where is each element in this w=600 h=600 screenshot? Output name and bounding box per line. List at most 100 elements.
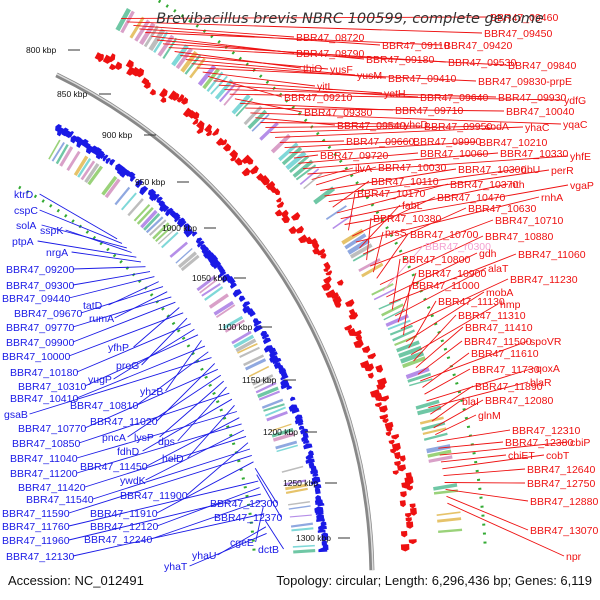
gene-label-forward[interactable]: prsS	[385, 227, 407, 239]
gene-label-forward[interactable]: BBR47_12380	[505, 437, 573, 449]
gene-label-forward[interactable]: BBR47_11230	[510, 274, 578, 286]
gene-label-reverse[interactable]: yhaT	[164, 561, 188, 573]
gene-label-forward[interactable]: BBR47_10110	[371, 176, 439, 188]
gene-label-forward[interactable]: BBR47_12080	[485, 395, 553, 407]
gene-label-forward[interactable]: cobT	[546, 450, 570, 462]
gene-label-reverse[interactable]: helD	[162, 453, 184, 465]
gene-label-forward[interactable]: BBR47_09950	[424, 121, 492, 133]
gene-label-reverse[interactable]: solA	[16, 220, 36, 232]
gene-label-forward[interactable]: mobA	[486, 287, 513, 299]
gene-label-reverse[interactable]: yugP	[88, 374, 112, 386]
gene-label-forward[interactable]: BBR47_10380	[373, 213, 441, 225]
gene-label-reverse[interactable]: BBR47_11900	[120, 490, 188, 502]
gene-label-reverse[interactable]: BBR47_09200	[6, 264, 74, 276]
gene-label-reverse[interactable]: BBR47_09900	[6, 337, 74, 349]
gene-label-reverse[interactable]: BBR47_10310	[18, 381, 86, 393]
gene-label-forward[interactable]: BBR47_10900	[418, 268, 486, 280]
gene-label-reverse[interactable]: yfhP	[108, 342, 129, 354]
gene-label-forward[interactable]: BBR47_09540	[337, 120, 405, 132]
gene-label-forward[interactable]: rnhA	[541, 192, 563, 204]
gene-label-forward[interactable]: BBR47_10170	[357, 188, 425, 200]
gene-label-forward[interactable]: BBR47_11890	[475, 381, 543, 393]
gene-label-forward[interactable]: sodA	[485, 121, 509, 133]
gene-label-forward[interactable]: yhfE	[570, 151, 591, 163]
gene-label-reverse[interactable]: lysP	[134, 432, 154, 444]
gene-label-forward[interactable]: ilvA	[355, 163, 372, 175]
gene-label-forward[interactable]: hmp	[500, 299, 521, 311]
gene-label-reverse[interactable]: ptpA	[12, 236, 34, 248]
gene-label-forward[interactable]: glnM	[478, 410, 501, 422]
gene-label-forward[interactable]: BBR47_09420	[444, 40, 512, 52]
gene-label-forward[interactable]: perR	[551, 165, 574, 177]
gene-label-forward[interactable]: yusF	[330, 64, 353, 76]
gene-label-reverse[interactable]: BBR47_10850	[12, 438, 80, 450]
gene-label-reverse[interactable]: BBR47_11590	[2, 508, 70, 520]
gene-label-forward[interactable]: fabL	[402, 200, 423, 212]
gene-label-forward[interactable]: BBR47_10300	[458, 164, 526, 176]
gene-label-forward[interactable]: BBR47_08720	[296, 32, 364, 44]
gene-label-forward[interactable]: yusM	[357, 70, 382, 82]
gene-label-reverse[interactable]: BBR47_10000	[2, 351, 70, 363]
gene-label-reverse[interactable]: BBR47_09770	[6, 322, 74, 334]
gene-label-reverse[interactable]: BBR47_09300	[6, 280, 74, 292]
gene-label-forward[interactable]: BBR47_09110	[382, 40, 450, 52]
gene-label-forward[interactable]: BBR47_09660	[346, 136, 414, 148]
gene-label-forward[interactable]: BBR47_10370	[450, 179, 518, 191]
gene-label-reverse[interactable]: BBR47_09670	[14, 308, 82, 320]
gene-label-reverse[interactable]: BBR47_11020	[90, 416, 158, 428]
gene-label-forward[interactable]: BBR47_10880	[485, 231, 553, 243]
gene-label-forward[interactable]: BBR47_11130	[438, 296, 505, 308]
gene-label-forward[interactable]: BBR47_09640	[420, 92, 488, 104]
gene-label-forward[interactable]: BBR47_09830-prpE	[478, 76, 572, 88]
gene-label-forward[interactable]: BBR47_10040	[506, 106, 574, 118]
gene-label-forward[interactable]: BBR47_09380	[304, 107, 372, 119]
gene-label-reverse[interactable]: BBR47_11040	[10, 453, 78, 465]
gene-label-forward[interactable]: BBR47_10710	[495, 215, 563, 227]
gene-label-forward[interactable]: BBR47_10030	[378, 162, 446, 174]
gene-label-forward[interactable]: nth	[510, 179, 525, 191]
gene-label-reverse[interactable]: tatD	[83, 300, 103, 312]
gene-label-forward[interactable]: BBR47_09410	[388, 73, 456, 85]
gene-label-forward[interactable]: BBR47_11310	[458, 310, 526, 322]
gene-label-forward[interactable]: cbiP	[570, 437, 590, 449]
gene-label-reverse[interactable]: yhzB	[140, 386, 163, 398]
gene-label-forward[interactable]: BBR47_11610	[471, 348, 539, 360]
gene-label-reverse[interactable]: proG	[116, 360, 139, 372]
gene-label-forward[interactable]: BBR47_09180	[366, 54, 434, 66]
gene-label-reverse[interactable]: BBR47_12240	[84, 534, 152, 546]
gene-label-forward[interactable]: BBR47_11500	[464, 336, 532, 348]
gene-label-reverse[interactable]: BBR47_11540	[26, 494, 94, 506]
gene-label-reverse[interactable]: ktrD	[14, 189, 34, 201]
gene-label-forward[interactable]: BBR47_12880	[530, 496, 598, 508]
gene-label-forward[interactable]: BBR47_09460	[490, 12, 558, 24]
gene-label-forward[interactable]: BBR47_r0300	[425, 241, 491, 253]
gene-label-forward[interactable]: ribU	[521, 164, 540, 176]
gene-label-forward[interactable]: BBR47_10630	[468, 203, 536, 215]
gene-label-forward[interactable]: BBR47_10470	[437, 192, 505, 204]
gene-label-reverse[interactable]: fdhD	[117, 446, 140, 458]
gene-label-forward[interactable]: BBR47_09210	[284, 92, 352, 104]
gene-label-forward[interactable]: BBR47_09710	[395, 105, 463, 117]
gene-label-reverse[interactable]: nrgA	[46, 247, 68, 259]
gene-label-reverse[interactable]: BBR47_11200	[10, 468, 78, 480]
gene-label-reverse[interactable]: yhaU	[192, 550, 217, 562]
gene-label-forward[interactable]: yhcD	[404, 119, 428, 131]
gene-label-reverse[interactable]: BBR47_12130	[6, 551, 74, 563]
gene-label-forward[interactable]: ydfG	[564, 95, 586, 107]
gene-label-forward[interactable]: thiO	[303, 63, 322, 75]
gene-label-reverse[interactable]: BBR47_12370	[214, 512, 282, 524]
gene-label-reverse[interactable]: BBR47_10770	[18, 423, 86, 435]
gene-label-forward[interactable]: yetH	[384, 88, 406, 100]
gene-label-forward[interactable]: vgaP	[570, 180, 594, 192]
gene-label-forward[interactable]: BBR47_11410	[465, 322, 533, 334]
gene-label-forward[interactable]: qoxA	[536, 363, 560, 375]
gene-label-reverse[interactable]: cspC	[14, 205, 38, 217]
gene-label-forward[interactable]: BBR47_10800	[402, 254, 470, 266]
gene-label-forward[interactable]: blaI	[462, 396, 479, 408]
gene-label-forward[interactable]: BBR47_09450	[484, 28, 552, 40]
gene-label-reverse[interactable]: rumA	[89, 313, 114, 325]
gene-label-forward[interactable]: BBR47_11000	[412, 280, 480, 292]
gene-label-forward[interactable]: spoVR	[530, 336, 562, 348]
gene-label-reverse[interactable]: BBR47_12300	[210, 498, 278, 510]
gene-label-reverse[interactable]: BBR47_11420	[18, 482, 86, 494]
